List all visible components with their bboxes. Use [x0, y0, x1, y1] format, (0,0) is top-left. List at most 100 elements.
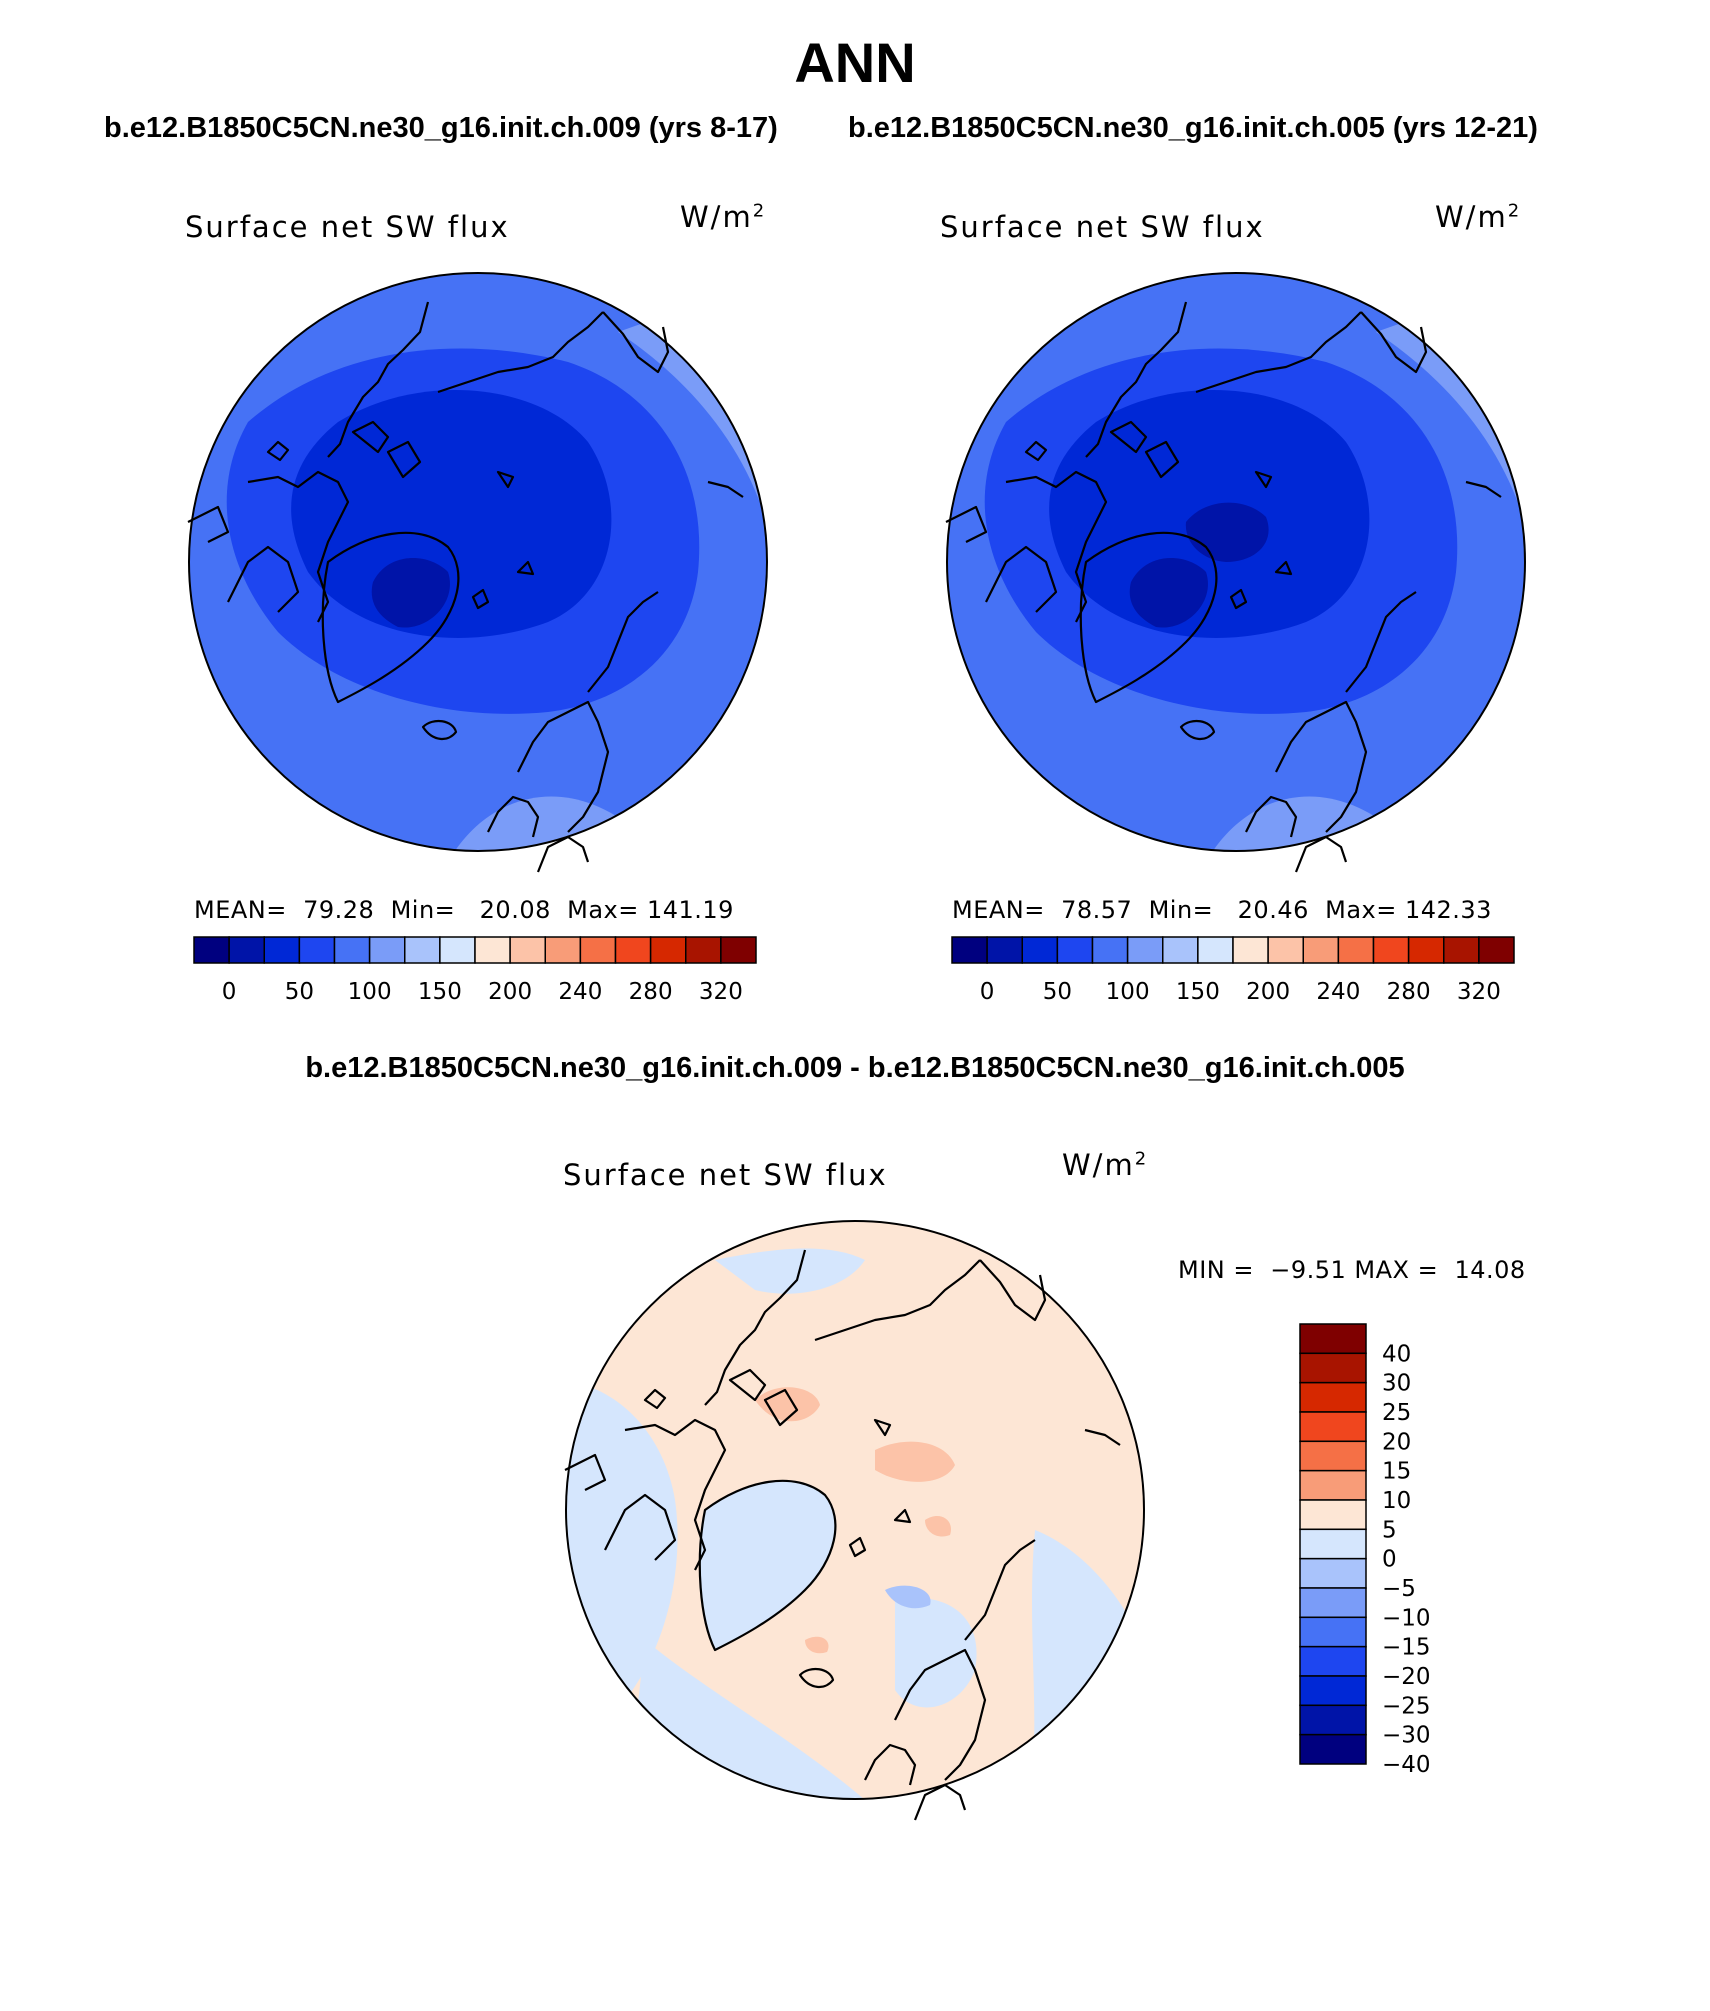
case1-colorbar-tick-label: 0 — [222, 979, 237, 1005]
case1-fill-core — [371, 558, 450, 628]
case2-colorbar-box — [951, 936, 988, 964]
diff-fill-neg-land — [699, 1480, 836, 1650]
case1-fill-inner — [291, 389, 612, 638]
case1-contour-fill — [189, 273, 767, 851]
diff-colorbar-box — [1299, 1411, 1367, 1443]
case1-colorbar-tick-label: 240 — [558, 979, 602, 1005]
diff-fill-neg2-spot — [885, 1585, 931, 1609]
case1-colorbar-box — [544, 936, 582, 964]
diff-colorbar-tick-label: −20 — [1382, 1664, 1431, 1690]
diff-variable-label: Surface net SW flux — [563, 1158, 888, 1192]
diff-colorbar-box — [1299, 1675, 1367, 1707]
case1-colorbar-box — [579, 936, 617, 964]
diff-colorbar-tick-label: 5 — [1382, 1517, 1397, 1543]
diff-fill-pos2-b — [875, 1441, 955, 1482]
case1-colorbar-tick-label: 320 — [699, 979, 743, 1005]
case2-colorbar-box — [1126, 936, 1164, 964]
diff-map-boundary — [565, 1220, 1145, 1800]
diff-fill-neg-center — [895, 1597, 977, 1708]
case1-variable-label: Surface net SW flux — [185, 210, 510, 244]
diff-colorbar-box — [1299, 1704, 1367, 1736]
case2-colorbar-tick-label: 240 — [1316, 979, 1360, 1005]
diff-colorbar-box — [1299, 1528, 1367, 1560]
case2-colorbar-tick-label: 200 — [1246, 979, 1290, 1005]
diff-colorbar-box — [1299, 1557, 1367, 1589]
case2-colorbar-box — [1302, 936, 1340, 964]
case1-colorbar-box — [228, 936, 265, 964]
diff-stats: MIN = −9.51 MAX = 14.08 — [1178, 1256, 1526, 1284]
case2-colorbar-box — [1232, 936, 1269, 964]
case1-colorbar-box — [720, 936, 757, 964]
diff-colorbar-box — [1299, 1469, 1367, 1501]
case2-colorbar-box — [1337, 936, 1375, 964]
diff-colorbar-tick-label: −10 — [1382, 1605, 1431, 1631]
diff-colorbar-tick-label: 20 — [1382, 1429, 1411, 1455]
diff-fill-pos2-d — [805, 1636, 829, 1654]
diff-colorbar-box — [1299, 1733, 1367, 1765]
diff-colorbar-tick-label: −25 — [1382, 1693, 1431, 1719]
case1-colorbar-box — [474, 936, 511, 964]
diff-colorbar: 40 30 25 20 15 10 5 0 −5 −10 −15 −20 −25 −30 −40 — [1299, 1323, 1431, 1778]
case1-colorbar-box — [685, 936, 722, 964]
diff-polar-map — [564, 1220, 1145, 1821]
case2-colorbar-tick-label: 0 — [980, 979, 995, 1005]
diff-fill-neg-top — [715, 1248, 865, 1294]
case1-colorbar-tick-label: 150 — [418, 979, 462, 1005]
case2-colorbar-box — [1197, 936, 1234, 964]
case2-polar-map — [945, 272, 1526, 873]
case2-colorbar-box — [1478, 936, 1515, 964]
diff-fill-pos2-c — [925, 1515, 951, 1537]
case2-coastlines — [945, 301, 1502, 873]
diff-colorbar-box — [1299, 1440, 1367, 1472]
diff-colorbar-tick-label: 15 — [1382, 1459, 1411, 1485]
diff-contour-fill — [566, 1221, 1144, 1799]
figure-title: ANN — [794, 31, 916, 94]
case1-units-label: W/m2 — [680, 200, 767, 234]
case2-colorbar-box — [1443, 936, 1480, 964]
case2-colorbar-tick-label: 320 — [1457, 979, 1501, 1005]
case1-colorbar: 0 50 100 150 200 240 280 320 — [193, 936, 757, 1005]
case1-colorbar-box — [193, 936, 230, 964]
case2-title: b.e12.B1850C5CN.ne30_g16.init.ch.005 (yr… — [848, 112, 1538, 144]
case2-colorbar-box — [1162, 936, 1199, 964]
case1-colorbar-box — [298, 936, 336, 964]
diff-colorbar-tick-label: 40 — [1382, 1341, 1411, 1367]
case2-colorbar-box — [1091, 936, 1129, 964]
case1-colorbar-box — [368, 936, 406, 964]
case2-colorbar: 0 50 100 150 200 240 280 320 — [951, 936, 1515, 1005]
case1-colorbar-box — [333, 936, 371, 964]
case1-colorbar-tick-label: 200 — [488, 979, 532, 1005]
case2-contour-fill — [947, 273, 1525, 851]
case2-colorbar-box — [986, 936, 1023, 964]
case2-colorbar-box — [1372, 936, 1410, 964]
case1-title: b.e12.B1850C5CN.ne30_g16.init.ch.009 (yr… — [104, 112, 778, 144]
diff-units-label: W/m2 — [1062, 1148, 1149, 1182]
case1-map-boundary — [188, 272, 768, 852]
case2-map-boundary — [946, 272, 1526, 852]
case1-colorbar-tick-label: 100 — [348, 979, 392, 1005]
diff-colorbar-tick-label: −15 — [1382, 1635, 1431, 1661]
case2-colorbar-box — [1056, 936, 1094, 964]
diff-colorbar-box — [1299, 1616, 1367, 1648]
diff-colorbar-box — [1299, 1381, 1367, 1413]
diff-colorbar-tick-label: −40 — [1382, 1752, 1431, 1778]
case1-colorbar-box — [404, 936, 441, 964]
diff-colorbar-tick-label: 25 — [1382, 1400, 1411, 1426]
case1-colorbar-box — [509, 936, 546, 964]
case1-colorbar-tick-label: 280 — [629, 979, 673, 1005]
diff-colorbar-box — [1299, 1499, 1367, 1531]
case2-units-label: W/m2 — [1435, 200, 1522, 234]
case2-colorbar-tick-label: 100 — [1106, 979, 1150, 1005]
case1-colorbar-box — [263, 936, 301, 964]
diff-colorbar-box — [1299, 1352, 1367, 1384]
case1-colorbar-box — [649, 936, 687, 964]
case2-colorbar-tick-label: 280 — [1387, 979, 1431, 1005]
diff-colorbar-tick-label: 0 — [1382, 1547, 1397, 1573]
diff-colorbar-box — [1299, 1645, 1367, 1677]
case2-variable-label: Surface net SW flux — [940, 210, 1265, 244]
case1-colorbar-tick-label: 50 — [285, 979, 314, 1005]
case2-fill-core-left — [1129, 558, 1208, 628]
diff-colorbar-box — [1299, 1323, 1367, 1355]
case1-colorbar-box — [614, 936, 652, 964]
diff-colorbar-tick-label: −30 — [1382, 1723, 1431, 1749]
